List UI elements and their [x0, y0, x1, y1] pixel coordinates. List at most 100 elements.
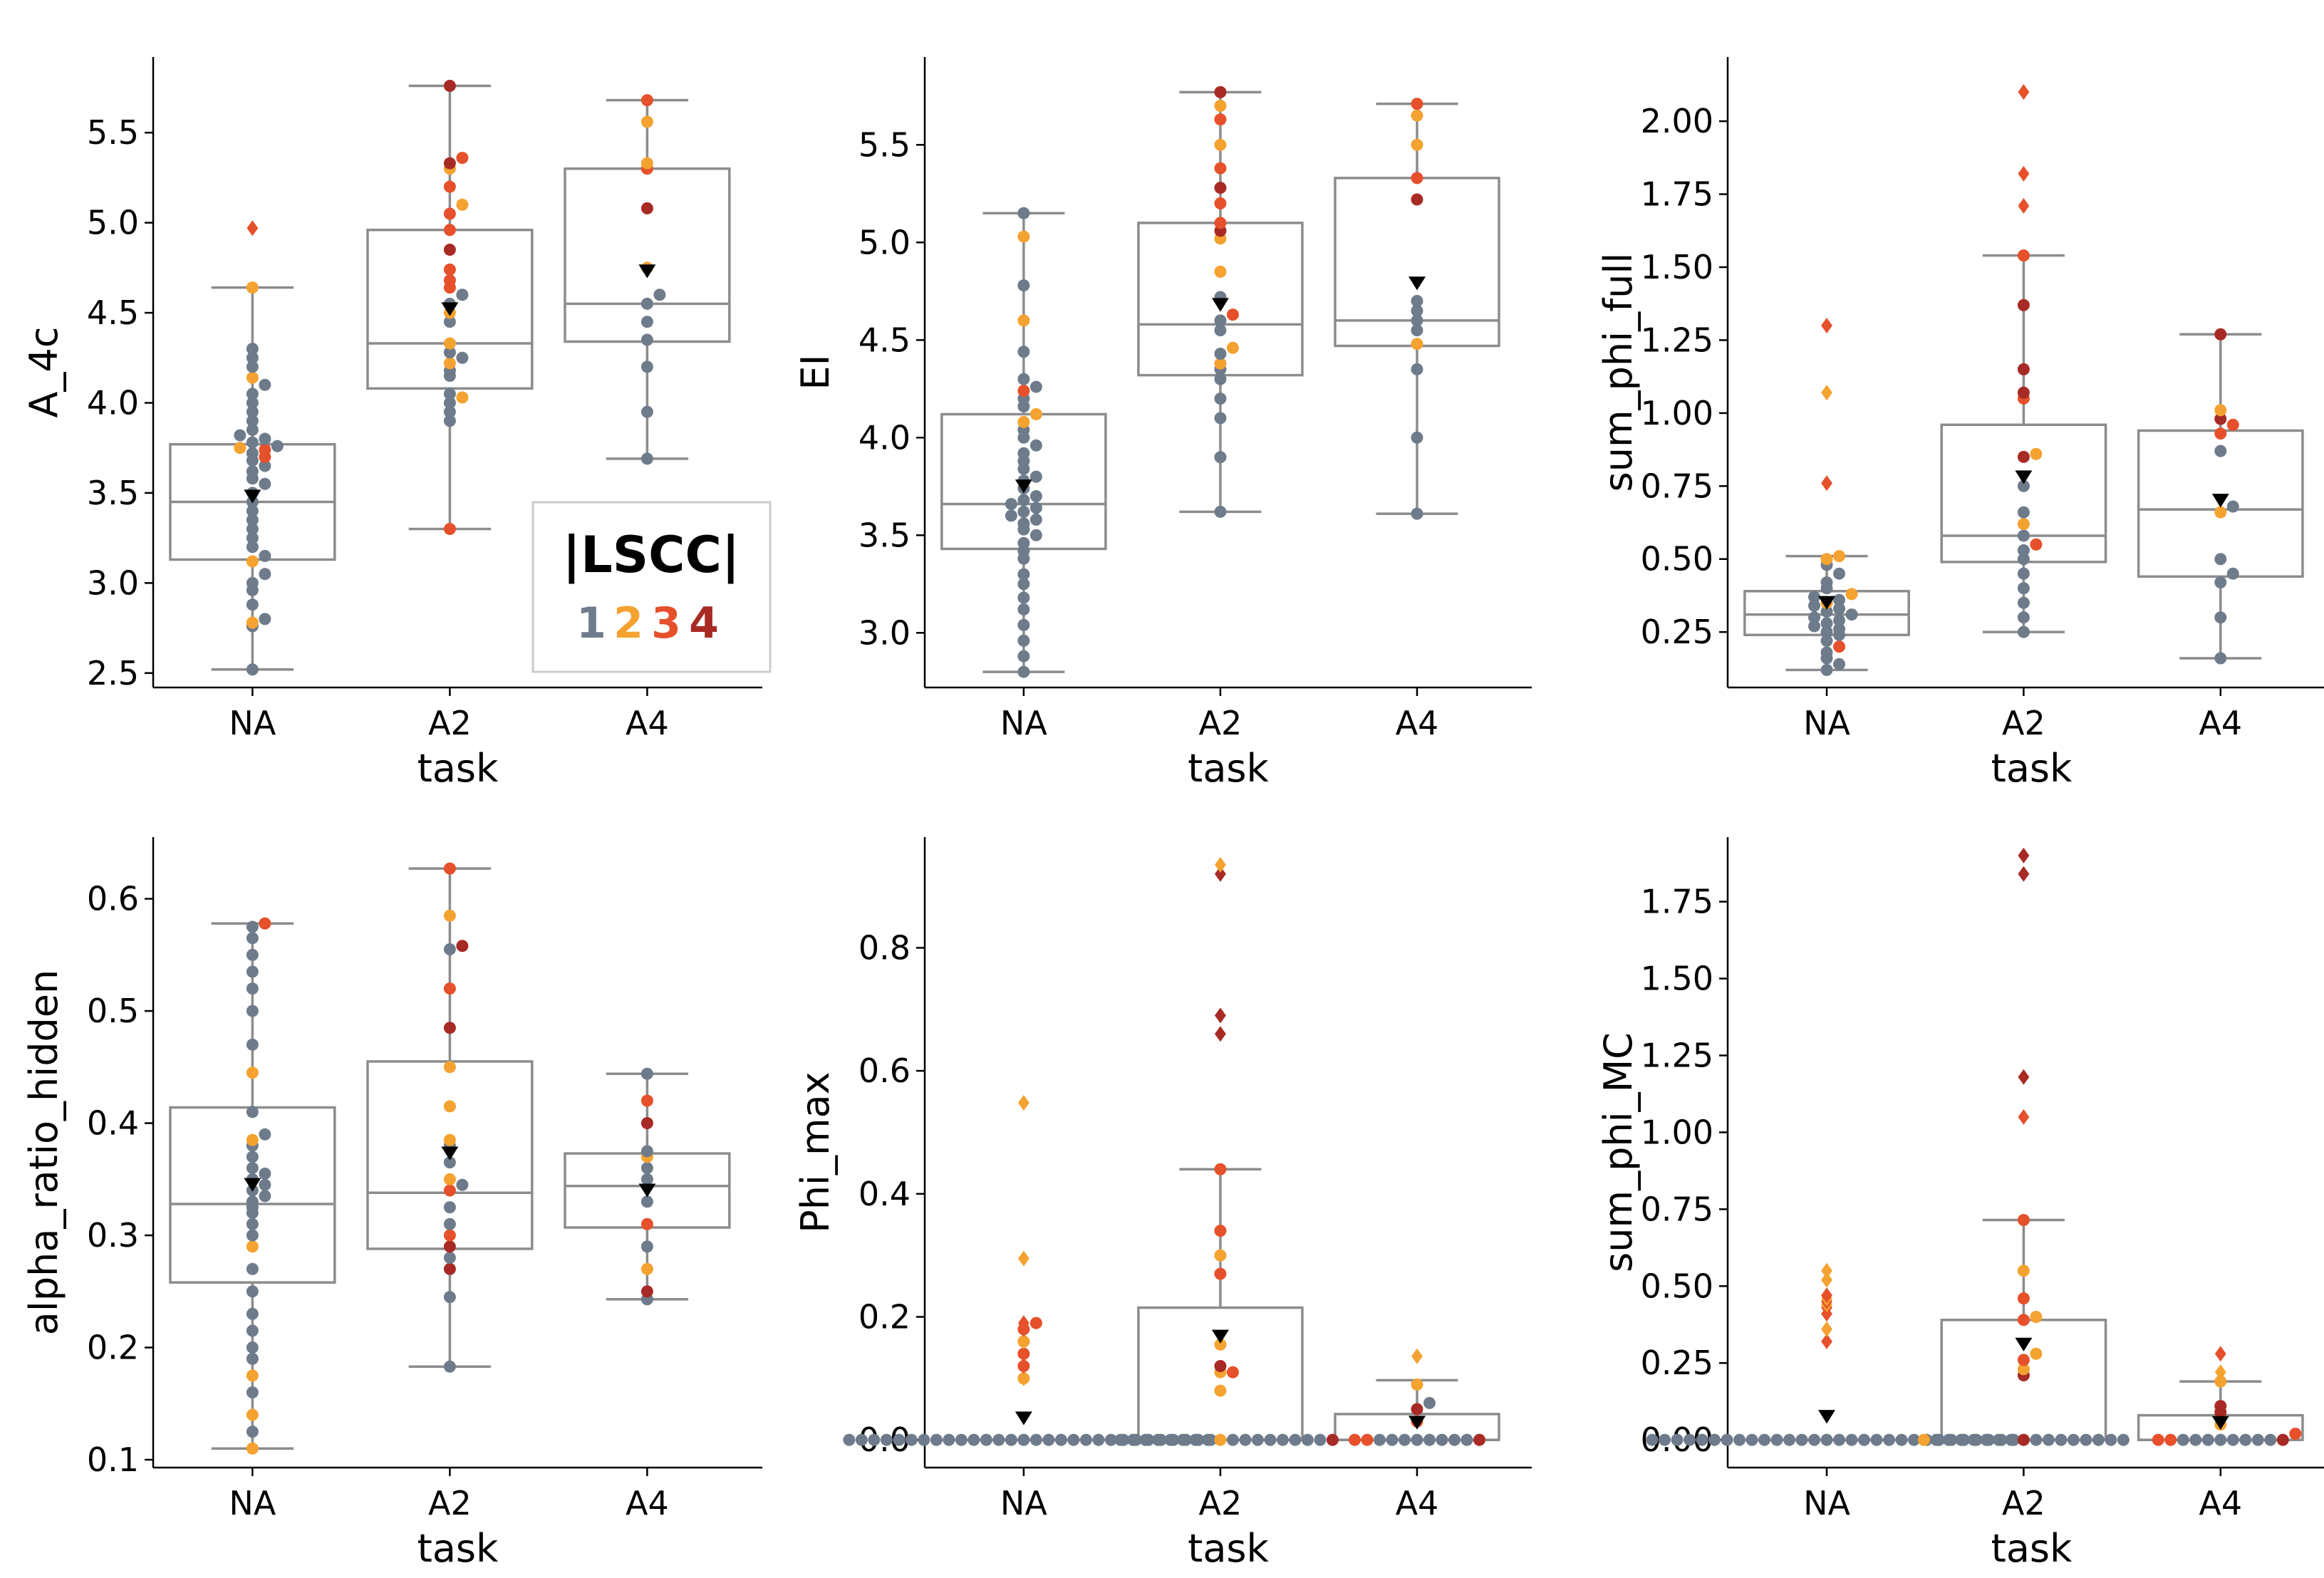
mean-marker [1211, 1329, 1229, 1344]
outlier-marker [1017, 1334, 1029, 1349]
swarm-point [1783, 1433, 1796, 1446]
swarm-point [1411, 138, 1423, 151]
swarm-point [1820, 617, 1833, 630]
swarm-point [653, 289, 666, 301]
swarm-point [259, 568, 271, 581]
swarm-point [1017, 505, 1030, 518]
swarm-point [893, 1433, 906, 1446]
swarm-point [640, 316, 653, 328]
x-tick-label: NA [229, 1484, 276, 1522]
swarm-point [1758, 1433, 1771, 1446]
swarm-point [2030, 538, 2043, 551]
swarm-point [930, 1433, 943, 1446]
y-tick-label: 1.25 [1641, 321, 1713, 359]
swarm-point [246, 1341, 259, 1354]
swarm-point [443, 1240, 456, 1253]
swarm-point [1930, 1433, 1943, 1446]
swarm-point [1214, 85, 1227, 98]
y-tick-label: 1.25 [1641, 1037, 1713, 1075]
swarm-point [2214, 1433, 2227, 1446]
mean-marker [2211, 494, 2229, 508]
swarm-point [1017, 1433, 1030, 1446]
swarm-point [1411, 507, 1423, 520]
y-tick-label: 0.6 [858, 1052, 911, 1090]
mean-marker [441, 1146, 459, 1161]
swarm-point [1411, 324, 1423, 337]
mean-marker [1211, 298, 1229, 312]
y-tick-label: 0.4 [858, 1175, 911, 1213]
swarm-point [1126, 1433, 1139, 1446]
swarm-point [246, 598, 259, 611]
y-axis-label: sum_phi_full [1596, 253, 1641, 492]
outlier-marker [2214, 1364, 2226, 1381]
swarm-point [2214, 652, 2227, 665]
swarm-point [246, 1005, 259, 1017]
swarm-point [1411, 431, 1423, 444]
swarm-point [1029, 489, 1042, 502]
swarm-point [1005, 1433, 1017, 1446]
swarm-point [246, 371, 259, 384]
outlier-marker [2018, 1109, 2030, 1125]
swarm-point [259, 432, 271, 445]
swarm-point [2226, 567, 2239, 580]
outlier-marker [1017, 1358, 1029, 1374]
swarm-point [1029, 1433, 1042, 1446]
swarm-point [246, 1066, 259, 1079]
swarm-point [1029, 439, 1042, 452]
swarm-point [1214, 1360, 1227, 1373]
swarm-point [1348, 1433, 1361, 1446]
mean-marker [638, 1183, 656, 1198]
swarm-point [980, 1433, 992, 1446]
swarm-point [640, 202, 653, 214]
swarm-point [1373, 1433, 1386, 1446]
swarm-point [1017, 665, 1030, 678]
swarm-point [1214, 1225, 1227, 1237]
swarm-point [1473, 1433, 1485, 1446]
swarm-point [1883, 1433, 1896, 1446]
mean-marker [1408, 276, 1426, 291]
chart-panel-1: 2.5 3.0 3.5 4.0 4.5 5.0 5.5 NA A2 A4 task A_4c |LSCC… [21, 57, 772, 791]
swarm-point [246, 541, 259, 554]
swarm-point [2017, 518, 2030, 531]
swarm-point [1226, 308, 1239, 321]
y-tick-label: 0.6 [87, 880, 139, 918]
swarm-point [1017, 634, 1030, 647]
swarm-point [443, 1229, 456, 1242]
swarm-point [246, 920, 259, 933]
swarm-point [443, 1156, 456, 1169]
swarm-point [456, 1178, 469, 1191]
swarm-point [246, 388, 259, 400]
swarm-point [1721, 1433, 1733, 1446]
swarm-point [259, 460, 271, 472]
swarm-point [234, 429, 247, 442]
outlier-marker [2018, 847, 2030, 863]
swarm-point [246, 1324, 259, 1337]
mean-marker [244, 489, 261, 504]
swarm-point [2017, 582, 2030, 595]
swarm-point [640, 1145, 653, 1158]
swarm-point [1226, 1366, 1239, 1379]
swarm-point [443, 1218, 456, 1230]
swarm-point [1917, 1433, 1930, 1446]
swarm-point [2214, 328, 2227, 341]
swarm-point [640, 1094, 653, 1107]
swarm-point [246, 343, 259, 355]
swarm-point [1671, 1433, 1684, 1446]
y-tick-label: 3.0 [87, 564, 139, 602]
swarm-point [443, 1061, 456, 1074]
swarm-point [259, 477, 271, 490]
outlier-marker [1215, 866, 1226, 882]
swarm-point [246, 1426, 259, 1438]
swarm-point [1264, 1433, 1277, 1446]
swarm-point [246, 531, 259, 544]
swarm-point [943, 1433, 955, 1446]
x-axis-label: task [417, 746, 499, 791]
y-tick-label: 0.4 [87, 1104, 139, 1143]
swarm-point [246, 982, 259, 995]
swarm-point [246, 447, 259, 460]
swarm-point [1017, 447, 1030, 460]
swarm-point [246, 1352, 259, 1365]
swarm-point [1858, 1433, 1871, 1446]
swarm-point [443, 1133, 456, 1146]
swarm-point [1770, 1433, 1783, 1446]
